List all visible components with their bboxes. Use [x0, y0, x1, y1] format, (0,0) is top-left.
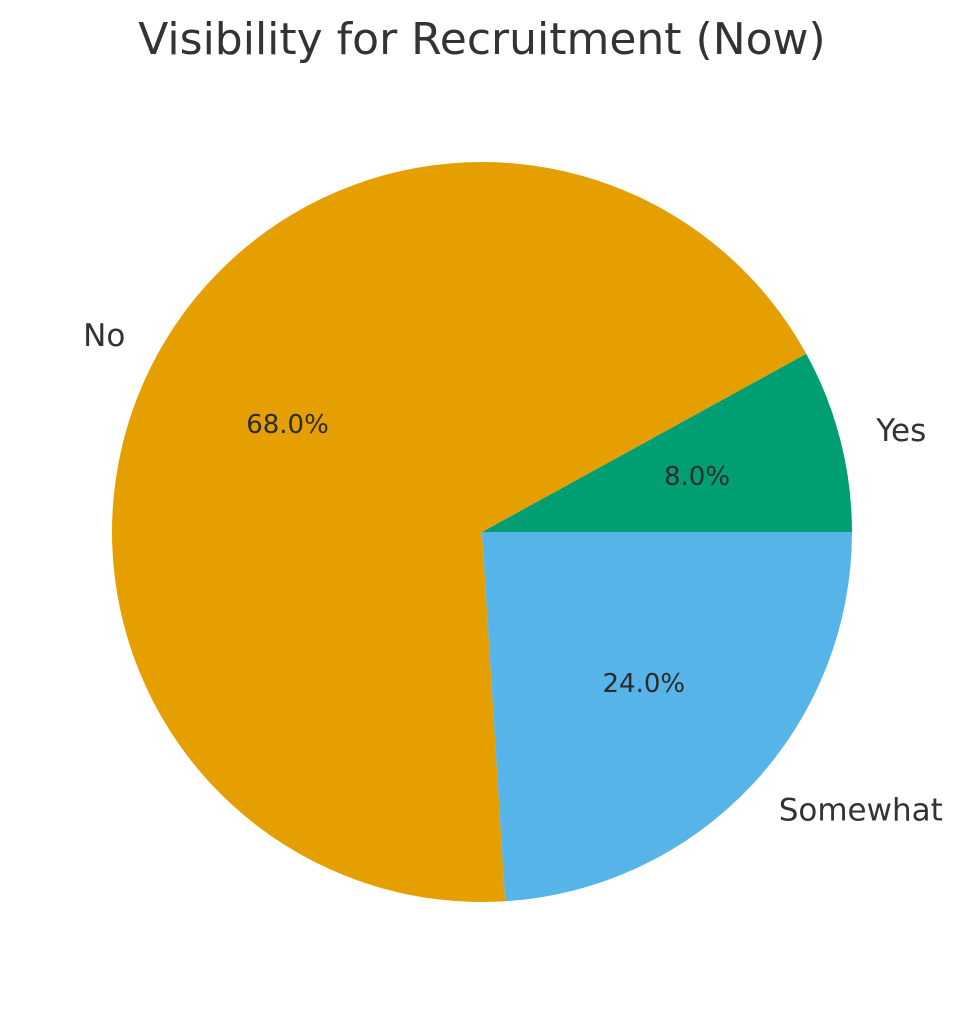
pct-label-yes: 8.0%: [664, 462, 730, 492]
pie-slice-somewhat: [482, 532, 852, 902]
chart-title: Visibility for Recruitment (Now): [138, 14, 825, 65]
pct-label-no: 68.0%: [246, 410, 329, 440]
pie-slice-no: [111, 162, 807, 903]
pie-slices: [111, 162, 852, 903]
pie-labels: Yes 8.0% No 68.0% Somewhat 24.0%: [83, 318, 943, 829]
slice-label-somewhat: Somewhat: [779, 793, 943, 829]
slice-label-no: No: [83, 318, 125, 354]
slice-label-yes: Yes: [875, 413, 926, 449]
pct-label-somewhat: 24.0%: [602, 669, 685, 699]
pie-slice-yes: [482, 353, 852, 532]
